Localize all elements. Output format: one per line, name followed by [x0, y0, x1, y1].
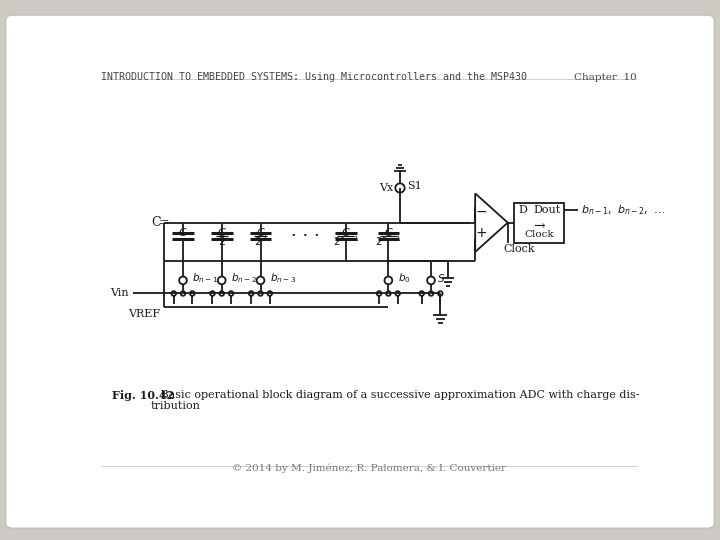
Text: $2^2$: $2^2$	[254, 232, 267, 249]
Text: $S$: $S$	[437, 272, 446, 284]
Text: © 2014 by M. Jiménez, R. Palomera, & I. Couvertier: © 2014 by M. Jiménez, R. Palomera, & I. …	[232, 463, 506, 473]
Text: INTRODUCTION TO EMBEDDED SYSTEMS: Using Microcontrollers and the MSP430: INTRODUCTION TO EMBEDDED SYSTEMS: Using …	[101, 72, 527, 83]
Text: →: →	[533, 219, 544, 233]
Text: =: =	[159, 216, 170, 229]
Text: $b_{n-1}$: $b_{n-1}$	[192, 271, 218, 285]
Text: $b_{n-1},\ b_{n-2},\ \ldots$: $b_{n-1},\ b_{n-2},\ \ldots$	[581, 204, 665, 217]
Bar	[514, 202, 564, 242]
Text: $C$: $C$	[341, 226, 351, 238]
Text: $2^{n-1}$: $2^{n-1}$	[333, 234, 359, 248]
Text: Clock: Clock	[503, 244, 535, 254]
Text: $C$: $C$	[217, 226, 227, 238]
Text: Vx: Vx	[379, 183, 394, 193]
Text: Vin: Vin	[110, 288, 129, 299]
Text: $b_{n-3}$: $b_{n-3}$	[270, 271, 296, 285]
Text: S1: S1	[407, 181, 422, 191]
Text: $C$: $C$	[178, 226, 188, 238]
Text: +: +	[476, 226, 487, 240]
Text: C: C	[151, 216, 161, 229]
Text: Fig. 10.42: Fig. 10.42	[112, 390, 174, 401]
Text: Basic operational block diagram of a successive approximation ADC with charge di: Basic operational block diagram of a suc…	[150, 390, 640, 411]
Text: −: −	[476, 205, 487, 219]
Text: $2$: $2$	[217, 235, 226, 247]
Text: · · ·: · · ·	[291, 227, 320, 245]
Text: Clock: Clock	[524, 231, 554, 239]
Text: D: D	[518, 205, 528, 215]
Text: $C$: $C$	[384, 226, 393, 238]
Text: Dout: Dout	[534, 205, 560, 215]
Text: $b_0$: $b_0$	[397, 271, 410, 285]
Text: Chapter  10: Chapter 10	[575, 72, 637, 82]
Text: $2^{n-1}$: $2^{n-1}$	[375, 234, 402, 248]
Text: $C$: $C$	[256, 226, 266, 238]
Text: $b_{n-2}$: $b_{n-2}$	[231, 271, 257, 285]
Text: VREF: VREF	[127, 308, 160, 319]
